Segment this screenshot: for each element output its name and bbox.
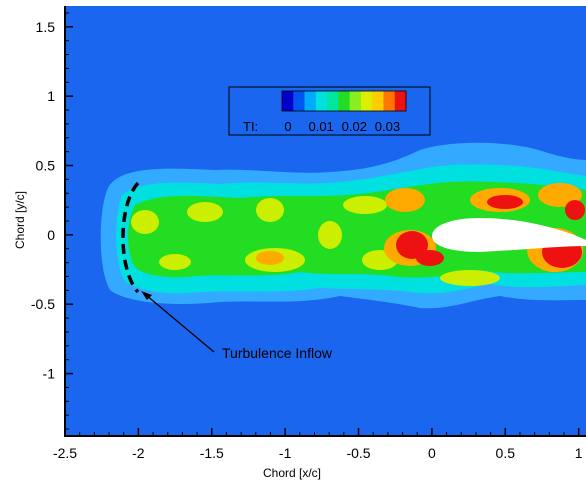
y-axis-label: Chord [y/c] <box>13 191 27 249</box>
x-axis-ticks: -2.5 -2 -1.5 -1 -0.5 0 0.5 1 <box>53 428 583 461</box>
x-tick-label: 0.5 <box>496 445 516 461</box>
contour-level-green <box>128 181 586 278</box>
colorbar-swatch <box>360 91 373 111</box>
colorbar-swatch <box>394 91 407 111</box>
colorbar-variable: TI: <box>243 119 258 134</box>
x-tick-label: -0.5 <box>346 445 370 461</box>
annotation-text: Turbulence Inflow <box>222 345 333 361</box>
colorbar-swatch <box>315 91 328 111</box>
colorbar-tick-label: 0 <box>284 119 291 134</box>
y-tick-label: -1 <box>43 366 56 382</box>
x-tick-label: -1.5 <box>200 445 224 461</box>
colorbar-tick-labels: 0 0.01 0.02 0.03 <box>284 119 400 134</box>
annotation-arrow-line <box>145 294 215 353</box>
colorbar-outline <box>281 90 407 112</box>
colorbar-swatches <box>281 90 407 112</box>
y-tick-label: 1 <box>47 88 55 104</box>
colorbar-swatch <box>327 91 339 111</box>
turbulence-intensity-field <box>100 142 586 309</box>
colorbar-swatch <box>282 91 294 111</box>
x-tick-label: 0 <box>428 445 436 461</box>
x-tick-label: -2.5 <box>53 445 77 461</box>
y-tick-label: 0.5 <box>36 158 56 174</box>
x-tick-label: -1 <box>279 445 292 461</box>
y-tick-label: 0 <box>47 227 55 243</box>
colorbar-swatch <box>304 91 317 111</box>
y-tick-label: 1.5 <box>36 19 56 35</box>
colorbar-swatch <box>293 91 305 111</box>
x-axis-label: Chord [x/c] <box>263 466 321 480</box>
inflow-boundary-arc <box>121 181 140 294</box>
colorbar-swatch <box>372 91 384 111</box>
colorbar-swatch <box>383 91 396 111</box>
colorbar-swatch <box>349 91 362 111</box>
colorbar-tick-label: 0.01 <box>308 119 333 134</box>
colorbar-legend: TI: 0 0.01 0.02 0.03 <box>228 86 431 136</box>
x-tick-label: -2 <box>132 445 145 461</box>
airfoil <box>432 218 586 252</box>
colorbar-swatch <box>338 91 350 111</box>
colorbar-tick-label: 0.03 <box>375 119 400 134</box>
x-tick-label: 1 <box>575 445 583 461</box>
y-axis-ticks: 1.5 1 0.5 0 -0.5 -1 <box>31 12 73 430</box>
annotation-arrow-head <box>141 291 152 300</box>
y-tick-label: -0.5 <box>31 296 55 312</box>
colorbar-tick-label: 0.02 <box>342 119 367 134</box>
